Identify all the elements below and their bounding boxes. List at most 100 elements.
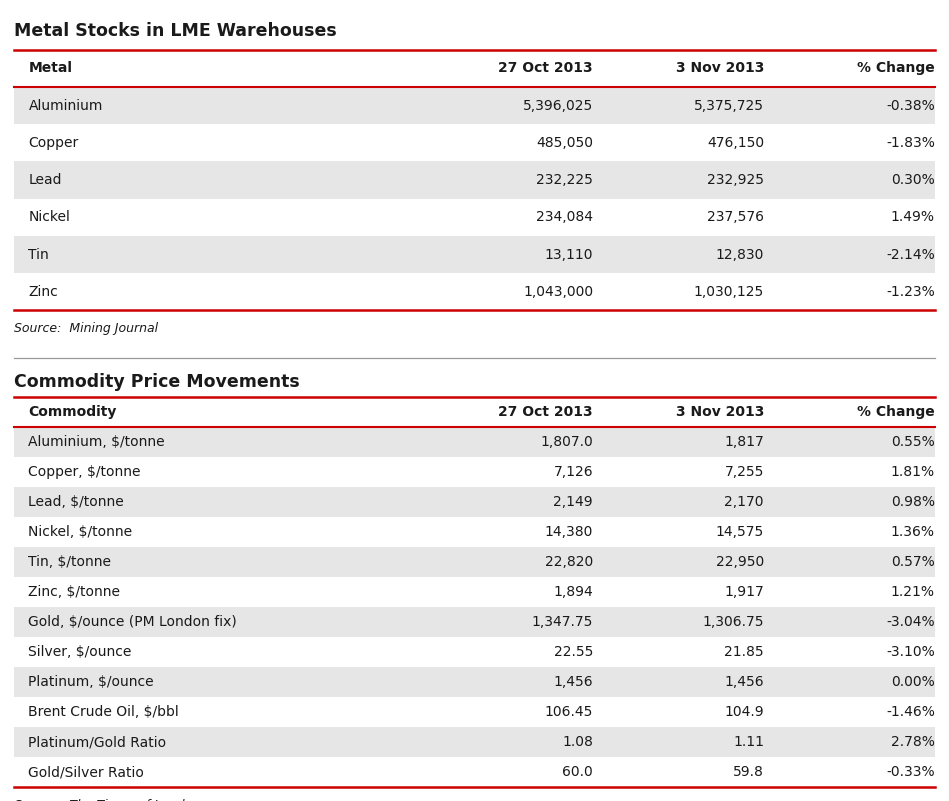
Text: 27 Oct 2013: 27 Oct 2013 bbox=[498, 62, 593, 75]
Text: Commodity Price Movements: Commodity Price Movements bbox=[14, 373, 300, 391]
Bar bbox=[14, 697, 935, 727]
Bar bbox=[14, 273, 935, 310]
Text: Metal: Metal bbox=[28, 62, 72, 75]
Bar bbox=[14, 487, 935, 517]
Text: 1,817: 1,817 bbox=[724, 435, 764, 449]
Text: 485,050: 485,050 bbox=[536, 136, 593, 150]
Text: 27 Oct 2013: 27 Oct 2013 bbox=[498, 405, 593, 419]
Bar bbox=[14, 457, 935, 487]
Text: 0.00%: 0.00% bbox=[891, 675, 935, 689]
Text: 7,255: 7,255 bbox=[725, 465, 764, 479]
Bar bbox=[14, 397, 935, 427]
Text: 13,110: 13,110 bbox=[545, 248, 593, 261]
Text: 2,170: 2,170 bbox=[724, 495, 764, 509]
Text: 232,925: 232,925 bbox=[707, 173, 764, 187]
Text: 14,575: 14,575 bbox=[716, 525, 764, 539]
Text: 106.45: 106.45 bbox=[545, 706, 593, 719]
Text: Aluminium, $/tonne: Aluminium, $/tonne bbox=[28, 435, 165, 449]
Text: Copper, $/tonne: Copper, $/tonne bbox=[28, 465, 141, 479]
Text: 0.98%: 0.98% bbox=[891, 495, 935, 509]
Text: -1.46%: -1.46% bbox=[885, 706, 935, 719]
Text: 59.8: 59.8 bbox=[733, 766, 764, 779]
Bar bbox=[14, 607, 935, 637]
Bar bbox=[14, 547, 935, 577]
Text: -3.04%: -3.04% bbox=[886, 615, 935, 629]
Text: 21.85: 21.85 bbox=[724, 646, 764, 659]
Bar bbox=[14, 87, 935, 124]
Bar bbox=[14, 199, 935, 235]
Text: -1.83%: -1.83% bbox=[885, 136, 935, 150]
Text: 1,456: 1,456 bbox=[553, 675, 593, 689]
Text: 22,950: 22,950 bbox=[716, 555, 764, 569]
Text: 1,043,000: 1,043,000 bbox=[523, 285, 593, 299]
Bar bbox=[14, 637, 935, 667]
Text: -0.33%: -0.33% bbox=[886, 766, 935, 779]
Bar bbox=[14, 50, 935, 87]
Bar bbox=[14, 577, 935, 607]
Text: 1.49%: 1.49% bbox=[891, 211, 935, 224]
Bar bbox=[14, 667, 935, 697]
Bar bbox=[14, 124, 935, 162]
Text: % Change: % Change bbox=[857, 405, 935, 419]
Text: 0.55%: 0.55% bbox=[891, 435, 935, 449]
Text: 234,084: 234,084 bbox=[536, 211, 593, 224]
Text: Lead: Lead bbox=[28, 173, 62, 187]
Bar bbox=[14, 517, 935, 547]
Text: 1.11: 1.11 bbox=[733, 735, 764, 749]
Text: 14,380: 14,380 bbox=[545, 525, 593, 539]
Text: 1,030,125: 1,030,125 bbox=[694, 285, 764, 299]
Text: Nickel: Nickel bbox=[28, 211, 70, 224]
Text: 60.0: 60.0 bbox=[563, 766, 593, 779]
Text: 1,306.75: 1,306.75 bbox=[702, 615, 764, 629]
Text: Platinum/Gold Ratio: Platinum/Gold Ratio bbox=[28, 735, 167, 749]
Text: 1,917: 1,917 bbox=[724, 586, 764, 599]
Text: 2,149: 2,149 bbox=[553, 495, 593, 509]
Text: 237,576: 237,576 bbox=[707, 211, 764, 224]
Text: Nickel, $/tonne: Nickel, $/tonne bbox=[28, 525, 133, 539]
Text: 3 Nov 2013: 3 Nov 2013 bbox=[676, 62, 764, 75]
Bar bbox=[14, 427, 935, 457]
Text: Brent Crude Oil, $/bbl: Brent Crude Oil, $/bbl bbox=[28, 706, 179, 719]
Text: 0.30%: 0.30% bbox=[891, 173, 935, 187]
Text: 232,225: 232,225 bbox=[536, 173, 593, 187]
Text: 1.21%: 1.21% bbox=[891, 586, 935, 599]
Text: Tin: Tin bbox=[28, 248, 49, 261]
Text: 22,820: 22,820 bbox=[545, 555, 593, 569]
Text: 104.9: 104.9 bbox=[724, 706, 764, 719]
Text: 1,456: 1,456 bbox=[724, 675, 764, 689]
Text: 1.36%: 1.36% bbox=[891, 525, 935, 539]
Text: 7,126: 7,126 bbox=[553, 465, 593, 479]
Text: 1,347.75: 1,347.75 bbox=[531, 615, 593, 629]
Text: Source:  The Times of London: Source: The Times of London bbox=[14, 799, 200, 801]
Text: 1.08: 1.08 bbox=[562, 735, 593, 749]
Bar bbox=[14, 235, 935, 273]
Text: Metal Stocks in LME Warehouses: Metal Stocks in LME Warehouses bbox=[14, 22, 337, 40]
Text: 2.78%: 2.78% bbox=[891, 735, 935, 749]
Text: Zinc, $/tonne: Zinc, $/tonne bbox=[28, 586, 121, 599]
Text: Aluminium: Aluminium bbox=[28, 99, 102, 112]
Text: % Change: % Change bbox=[857, 62, 935, 75]
Text: 22.55: 22.55 bbox=[554, 646, 593, 659]
Text: 5,375,725: 5,375,725 bbox=[694, 99, 764, 112]
Text: Commodity: Commodity bbox=[28, 405, 117, 419]
Text: Source:  Mining Journal: Source: Mining Journal bbox=[14, 322, 158, 336]
Text: Gold/Silver Ratio: Gold/Silver Ratio bbox=[28, 766, 144, 779]
Text: Lead, $/tonne: Lead, $/tonne bbox=[28, 495, 124, 509]
Text: 1.81%: 1.81% bbox=[891, 465, 935, 479]
Text: Zinc: Zinc bbox=[28, 285, 58, 299]
Text: 3 Nov 2013: 3 Nov 2013 bbox=[676, 405, 764, 419]
Text: 0.57%: 0.57% bbox=[891, 555, 935, 569]
Bar bbox=[14, 757, 935, 787]
Text: -3.10%: -3.10% bbox=[886, 646, 935, 659]
Text: 476,150: 476,150 bbox=[707, 136, 764, 150]
Text: Platinum, $/ounce: Platinum, $/ounce bbox=[28, 675, 154, 689]
Text: Silver, $/ounce: Silver, $/ounce bbox=[28, 646, 132, 659]
Text: -2.14%: -2.14% bbox=[886, 248, 935, 261]
Text: -1.23%: -1.23% bbox=[886, 285, 935, 299]
Text: 12,830: 12,830 bbox=[716, 248, 764, 261]
Text: 1,807.0: 1,807.0 bbox=[540, 435, 593, 449]
Text: Copper: Copper bbox=[28, 136, 79, 150]
Text: -0.38%: -0.38% bbox=[886, 99, 935, 112]
Text: Tin, $/tonne: Tin, $/tonne bbox=[28, 555, 111, 569]
Text: Gold, $/ounce (PM London fix): Gold, $/ounce (PM London fix) bbox=[28, 615, 237, 629]
